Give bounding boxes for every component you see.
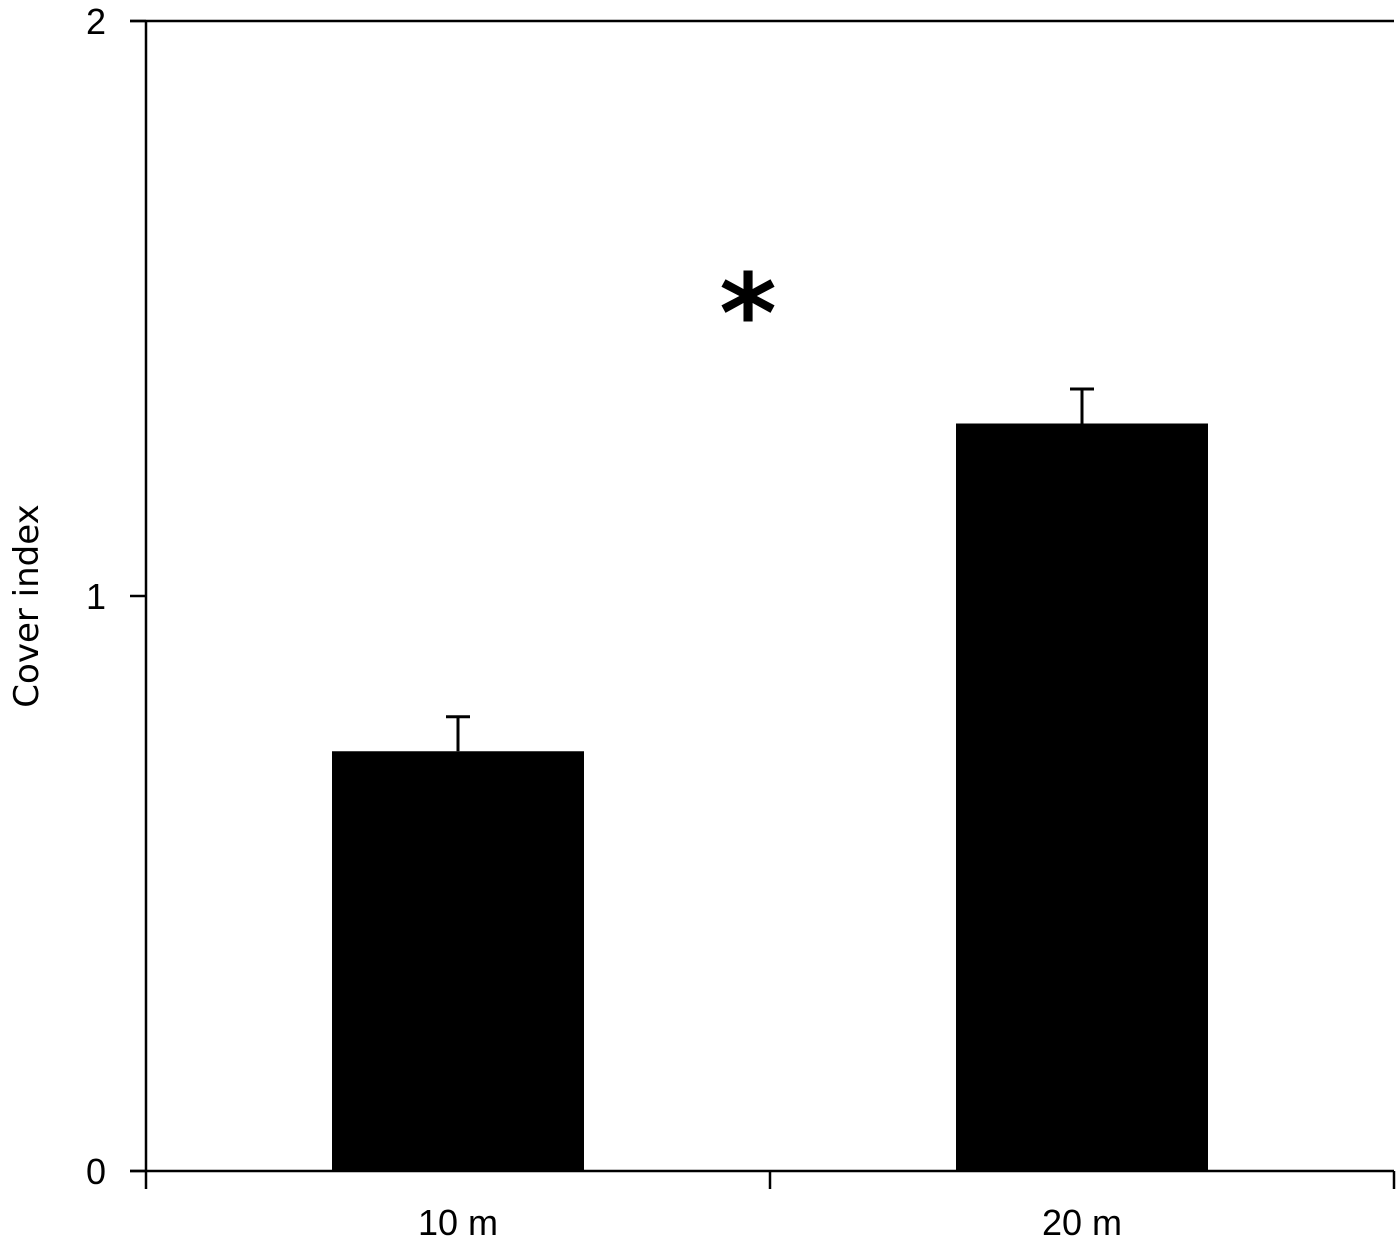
y-tick-label: 2 [86,1,106,42]
y-axis-title: Cover index [7,504,47,707]
bar [332,751,584,1171]
plot-area: 0 1 2 10 m 20 m Cover index * [7,1,1396,1243]
y-tick-label: 0 [86,1151,106,1192]
x-tick-label: 10 m [418,1202,498,1243]
y-tick-label: 1 [86,576,106,617]
significance-asterisk: * [719,250,777,378]
x-tick-label: 20 m [1042,1202,1122,1243]
bar [956,423,1208,1171]
